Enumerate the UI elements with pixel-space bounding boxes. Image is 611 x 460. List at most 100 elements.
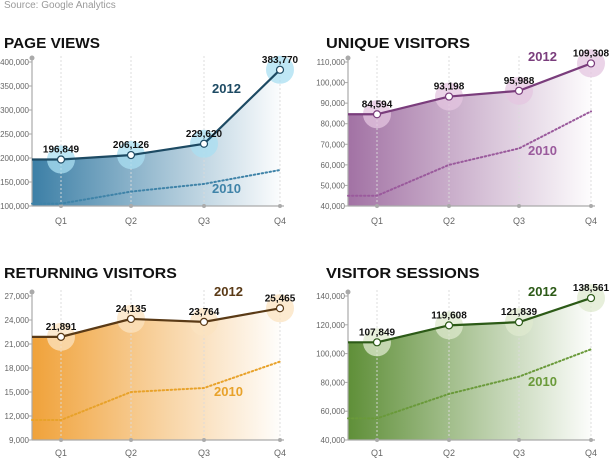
y-tick-label: 120,000 bbox=[316, 321, 345, 330]
y-tick-label: 70,000 bbox=[321, 140, 346, 149]
x-tick-label: Q4 bbox=[585, 448, 597, 458]
y-axis-cap bbox=[29, 55, 35, 61]
x-tick-label: Q2 bbox=[125, 216, 137, 226]
x-tick-label: Q3 bbox=[198, 216, 210, 226]
x-tick-label: Q2 bbox=[125, 448, 137, 458]
y-tick-label: 50,000 bbox=[321, 181, 346, 190]
x-tick bbox=[375, 438, 379, 442]
chart-panel-1: PAGE VIEWS 100,000 150,000 200,000 250,000 30… bbox=[0, 35, 298, 226]
data-point-2012 bbox=[372, 110, 382, 119]
data-label-2012: 21,891 bbox=[46, 322, 77, 333]
data-label-2012: 196,849 bbox=[43, 145, 80, 156]
x-tick bbox=[589, 204, 593, 208]
data-label-2012: 109,308 bbox=[573, 48, 610, 59]
data-point-2012 bbox=[586, 59, 596, 68]
series-label-2010: 2010 bbox=[528, 374, 557, 389]
x-tick bbox=[589, 438, 593, 442]
y-tick-label: 350,000 bbox=[0, 82, 29, 91]
y-tick-label: 24,000 bbox=[5, 316, 30, 325]
data-label-2012: 107,849 bbox=[359, 327, 396, 338]
x-tick-label: Q4 bbox=[274, 216, 286, 226]
y-axis-cap bbox=[345, 289, 351, 295]
x-tick bbox=[375, 204, 379, 208]
y-tick-label: 21,000 bbox=[5, 340, 30, 349]
y-tick-label: 200,000 bbox=[0, 154, 29, 163]
y-tick-label: 90,000 bbox=[321, 99, 346, 108]
x-tick bbox=[517, 438, 521, 442]
x-tick bbox=[129, 204, 133, 208]
series-label-2012: 2012 bbox=[528, 49, 557, 64]
series-line-2010 bbox=[31, 169, 281, 205]
series-line-2010 bbox=[347, 348, 592, 420]
y-tick-label: 18,000 bbox=[5, 364, 30, 373]
x-tick bbox=[202, 204, 206, 208]
x-tick bbox=[447, 204, 451, 208]
y-tick-label: 300,000 bbox=[0, 106, 29, 115]
data-point-2012 bbox=[444, 92, 454, 101]
y-axis-cap bbox=[345, 55, 351, 61]
data-point-2012 bbox=[199, 139, 209, 148]
data-label-2012: 229,620 bbox=[186, 129, 223, 140]
x-tick bbox=[202, 438, 206, 442]
data-point-2012 bbox=[126, 314, 136, 324]
y-tick-label: 12,000 bbox=[5, 412, 30, 421]
series-line-2010 bbox=[347, 110, 592, 197]
data-label-2012: 119,608 bbox=[431, 310, 467, 321]
y-tick-label: 100,000 bbox=[316, 350, 345, 359]
series-label-2012: 2012 bbox=[528, 284, 557, 299]
chart-panel-4: VISITOR SESSIONS 40,000 60,000 80,000 100,00… bbox=[316, 265, 609, 458]
y-tick-label: 80,000 bbox=[321, 378, 346, 387]
x-tick bbox=[278, 204, 282, 208]
y-axis-cap bbox=[29, 289, 35, 295]
x-tick-label: Q1 bbox=[55, 216, 67, 226]
data-point-2012 bbox=[586, 293, 596, 303]
area-fill-2012 bbox=[348, 298, 591, 440]
series-label-2010: 2010 bbox=[214, 384, 243, 399]
y-tick-label: 400,000 bbox=[0, 58, 29, 67]
data-label-2012: 93,198 bbox=[434, 82, 465, 93]
x-tick-label: Q2 bbox=[443, 448, 455, 458]
x-tick-label: Q3 bbox=[513, 448, 525, 458]
data-point-2012 bbox=[56, 332, 66, 341]
chart-title: VISITOR SESSIONS bbox=[326, 265, 480, 282]
chart-panel-3: RETURNING VISITORS 9,000 12,000 15,000 18,00… bbox=[4, 265, 296, 458]
y-tick-label: 100,000 bbox=[316, 79, 345, 88]
data-point-2012 bbox=[514, 86, 524, 95]
x-tick bbox=[129, 438, 133, 442]
series-label-2012: 2012 bbox=[214, 284, 243, 299]
data-label-2012: 206,126 bbox=[113, 140, 150, 151]
data-label-2012: 24,135 bbox=[116, 304, 147, 315]
y-tick-label: 40,000 bbox=[321, 202, 346, 211]
data-label-2012: 95,988 bbox=[504, 76, 535, 87]
x-tick-label: Q3 bbox=[198, 448, 210, 458]
y-tick-label: 80,000 bbox=[321, 120, 346, 129]
data-label-2012: 25,465 bbox=[265, 293, 296, 304]
data-point-2012 bbox=[56, 155, 66, 164]
chart-panel-2: UNIQUE VISITORS 40,000 50,000 60,000 70,000 8… bbox=[316, 35, 609, 226]
x-tick bbox=[517, 204, 521, 208]
y-tick-label: 27,000 bbox=[5, 292, 30, 301]
x-tick-label: Q3 bbox=[513, 216, 525, 226]
x-tick bbox=[447, 438, 451, 442]
source-note: Source: Google Analytics bbox=[4, 0, 116, 11]
y-tick-label: 140,000 bbox=[316, 292, 345, 301]
x-tick-label: Q1 bbox=[371, 448, 383, 458]
series-label-2012: 2012 bbox=[212, 81, 241, 96]
chart-title: UNIQUE VISITORS bbox=[326, 35, 470, 52]
x-tick-label: Q2 bbox=[443, 216, 455, 226]
series-line-2010 bbox=[31, 360, 281, 421]
x-tick bbox=[59, 438, 63, 442]
x-tick-label: Q4 bbox=[585, 216, 597, 226]
data-point-2012 bbox=[275, 65, 285, 74]
y-tick-label: 100,000 bbox=[0, 202, 29, 211]
data-point-2012 bbox=[126, 150, 136, 160]
x-tick bbox=[278, 438, 282, 442]
series-label-2010: 2010 bbox=[528, 143, 557, 158]
y-tick-label: 40,000 bbox=[321, 436, 346, 445]
data-point-2012 bbox=[372, 338, 382, 347]
area-fill-2012 bbox=[348, 63, 591, 207]
y-tick-label: 150,000 bbox=[0, 178, 29, 187]
data-point-2012 bbox=[514, 318, 524, 327]
